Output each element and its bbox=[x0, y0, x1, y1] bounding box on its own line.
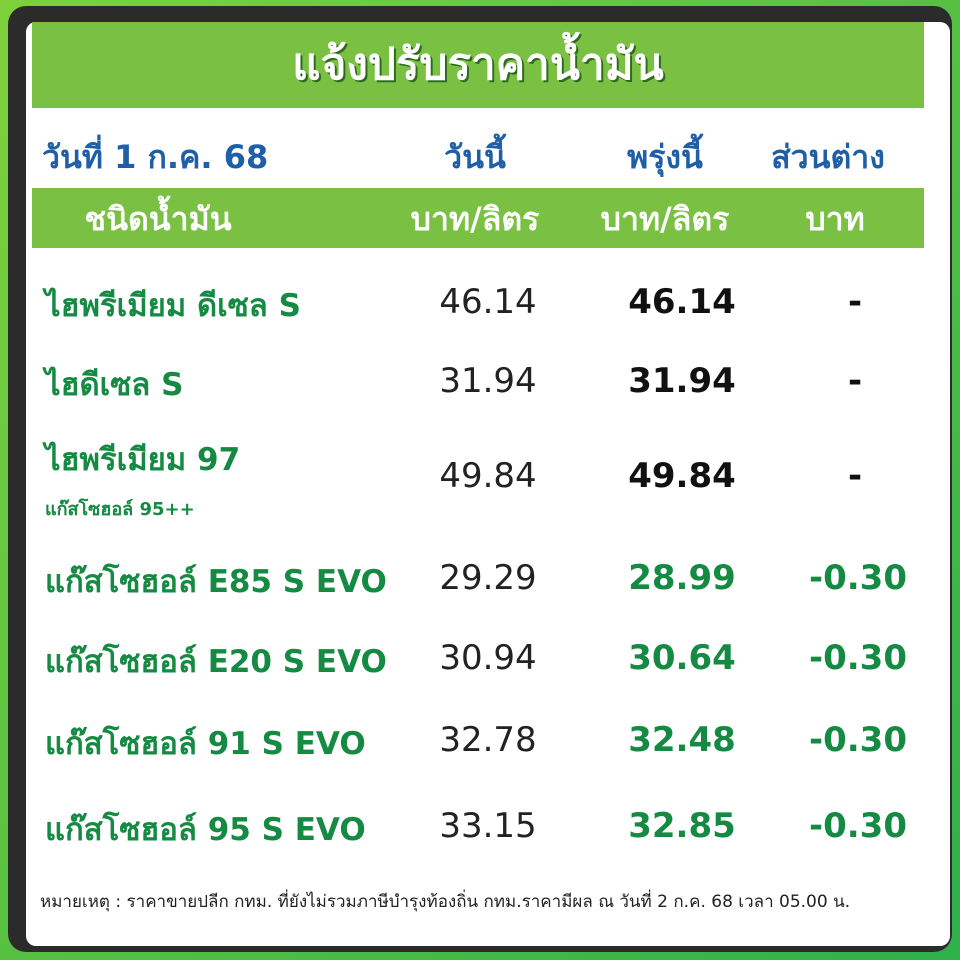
title: แจ้งปรับราคาน้ำมัน bbox=[292, 39, 664, 90]
fuel-subname: แก๊สโซฮอล์ 95++ bbox=[45, 499, 195, 520]
fuel-name: แก๊สโซฮอล์ E20 S EVO bbox=[45, 644, 387, 680]
price-today: 33.15 bbox=[439, 806, 537, 846]
price-today: 29.29 bbox=[439, 558, 537, 598]
price-tomorrow: 32.48 bbox=[628, 720, 736, 760]
price-today: 30.94 bbox=[439, 638, 537, 678]
price-diff: -0.30 bbox=[809, 806, 907, 846]
fuel-name: ไฮดีเซล S bbox=[45, 367, 184, 403]
price-tomorrow: 46.14 bbox=[628, 282, 736, 322]
column-header: พรุ่งนี้ bbox=[627, 138, 703, 176]
price-diff: -0.30 bbox=[809, 720, 907, 760]
price-diff: - bbox=[847, 361, 863, 401]
price-today: 31.94 bbox=[439, 361, 537, 401]
price-today: 46.14 bbox=[439, 282, 537, 322]
fuel-name: แก๊สโซฮอล์ 91 S EVO bbox=[45, 726, 366, 762]
unit-header: บาท/ลิตร bbox=[600, 200, 730, 238]
price-diff: -0.30 bbox=[809, 558, 907, 598]
fuel-name: แก๊สโซฮอล์ E85 S EVO bbox=[45, 564, 387, 600]
unit-header: บาท bbox=[805, 200, 865, 238]
price-today: 32.78 bbox=[439, 720, 537, 760]
unit-header: ชนิดน้ำมัน bbox=[84, 200, 232, 238]
price-today: 49.84 bbox=[439, 456, 537, 496]
note: หมายเหตุ : ราคาขายปลีก กทม. ที่ยังไม่รวม… bbox=[40, 892, 851, 912]
price-tomorrow: 28.99 bbox=[628, 558, 736, 598]
price-tomorrow: 32.85 bbox=[628, 806, 736, 846]
title-bar bbox=[32, 22, 924, 108]
column-header: ส่วนต่าง bbox=[771, 138, 885, 176]
frame bbox=[8, 6, 952, 952]
price-diff: -0.30 bbox=[809, 638, 907, 678]
panel bbox=[26, 22, 950, 946]
unit-header: บาท/ลิตร bbox=[410, 200, 540, 238]
fuel-name: ไฮพรีเมียม ดีเซล S bbox=[45, 288, 301, 324]
price-diff: - bbox=[847, 456, 863, 496]
column-header: วันนี้ bbox=[444, 138, 506, 176]
fuel-name: แก๊สโซฮอล์ 95 S EVO bbox=[45, 812, 366, 848]
price-tomorrow: 30.64 bbox=[628, 638, 736, 678]
date: วันที่ 1 ก.ค. 68 bbox=[42, 138, 269, 176]
price-diff: - bbox=[847, 282, 863, 322]
price-tomorrow: 31.94 bbox=[628, 361, 736, 401]
price-tomorrow: 49.84 bbox=[628, 456, 736, 496]
fuel-name: ไฮพรีเมียม 97 bbox=[45, 442, 241, 478]
unit-bar bbox=[32, 188, 924, 248]
